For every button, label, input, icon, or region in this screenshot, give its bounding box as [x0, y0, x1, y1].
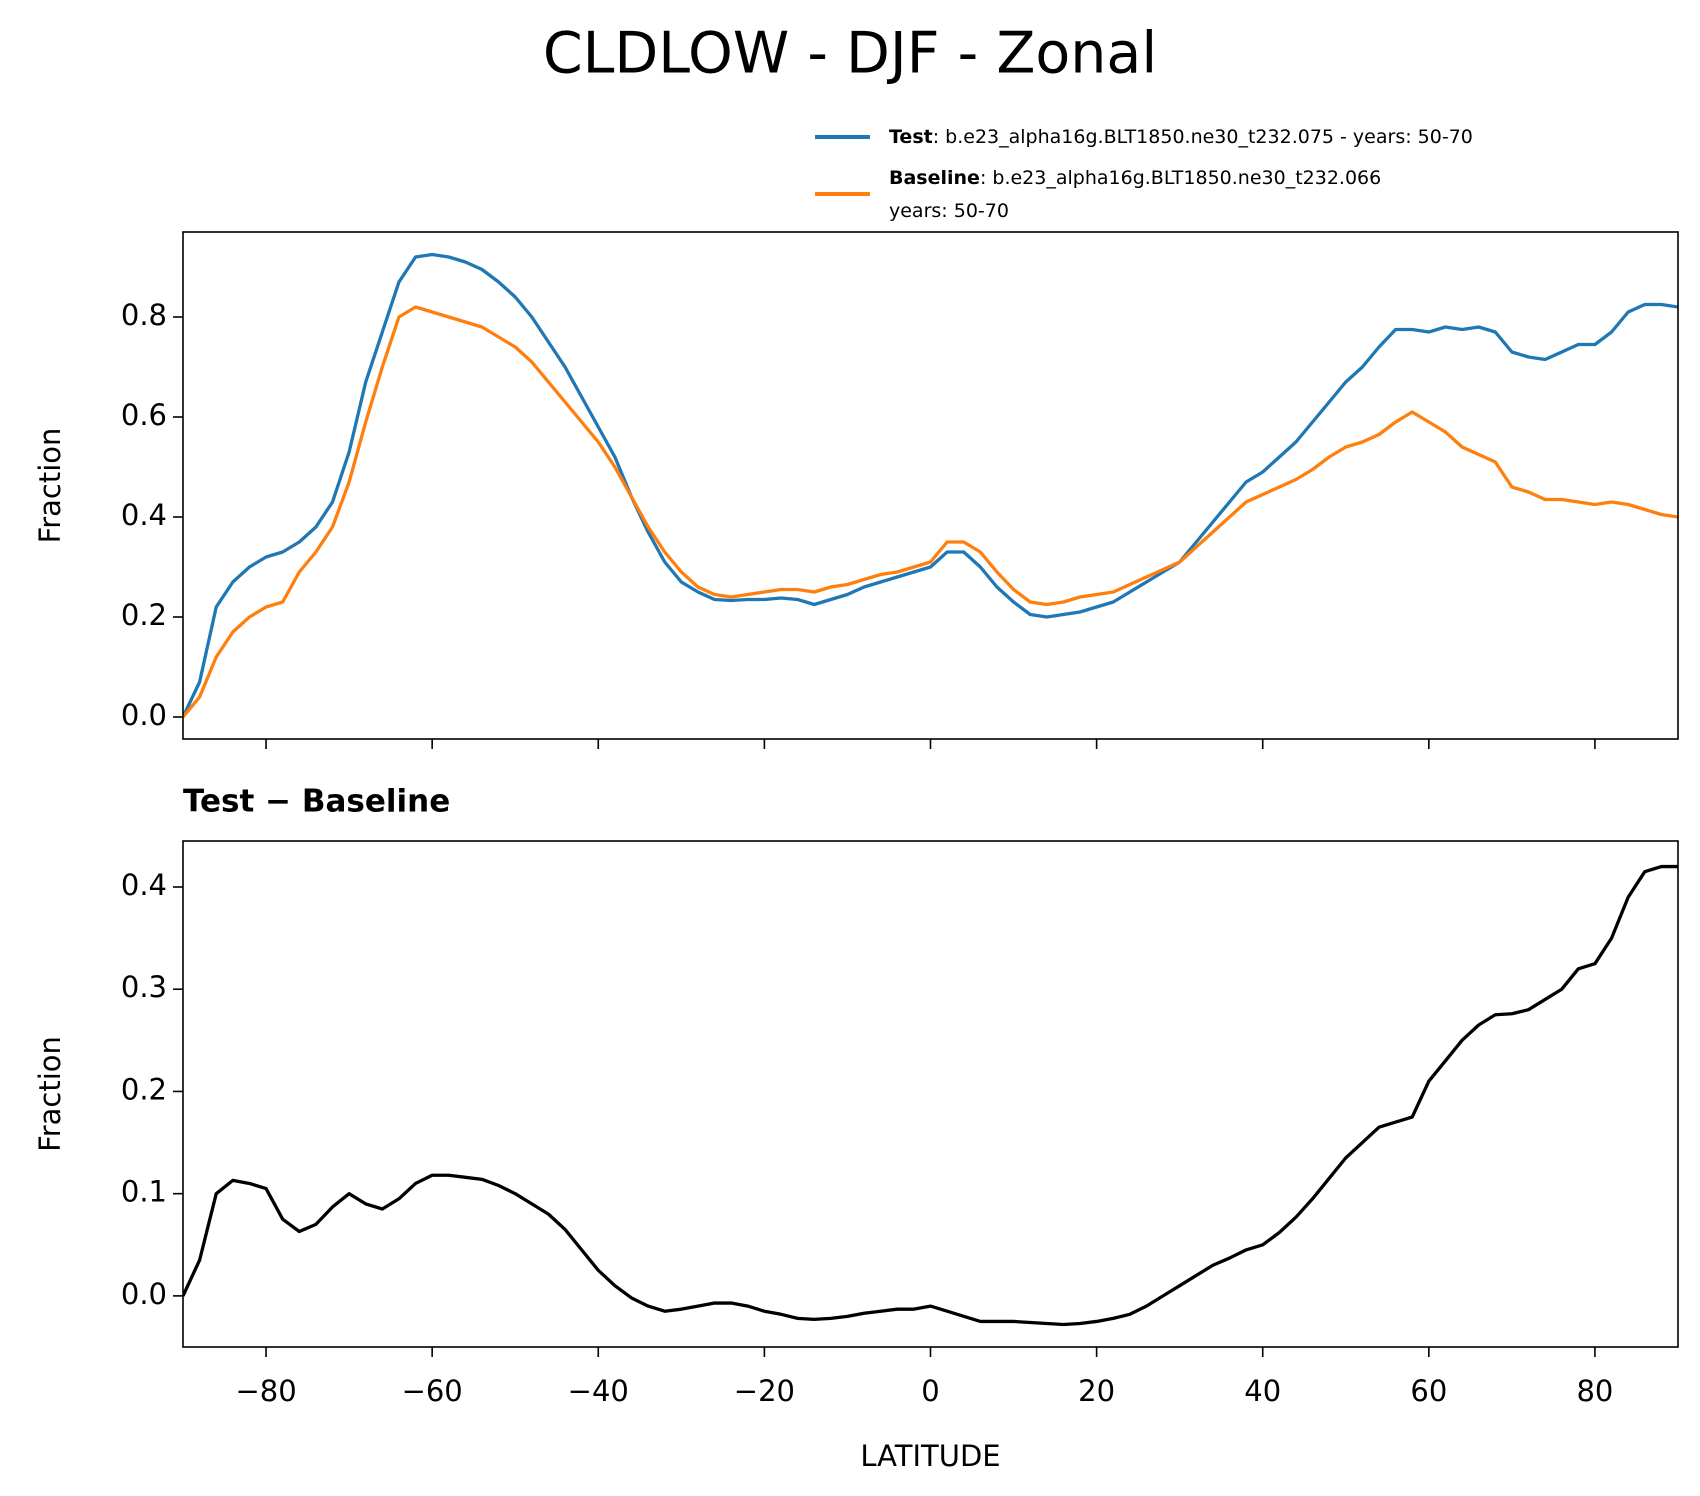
y-tick-label: 0.0 [121, 698, 167, 732]
y-tick-label: 0.2 [121, 1072, 167, 1106]
x-tick-label: 0 [921, 1374, 939, 1408]
y-axis-label: Fraction [33, 1036, 67, 1152]
x-axis-label: LATITUDE [860, 1439, 1000, 1473]
legend-description: : b.e23_alpha16g.BLT1850.ne30_t232.075 -… [933, 126, 1473, 148]
x-tick-label: −60 [402, 1374, 463, 1408]
y-tick-label: 0.6 [121, 398, 167, 432]
axes-frame [182, 840, 1679, 1348]
figure-title: CLDLOW - DJF - Zonal [543, 21, 1157, 87]
x-tick-label: −80 [235, 1374, 296, 1408]
x-tick-label: −40 [568, 1374, 629, 1408]
y-tick-label: 0.4 [121, 498, 167, 532]
legend-name: Baseline [889, 167, 980, 189]
line-series [183, 252, 1678, 718]
line-series [183, 864, 1678, 1327]
x-tick-label: 20 [1078, 1374, 1115, 1408]
y-tick-label: 0.0 [121, 1277, 167, 1311]
y-axis-label: Fraction [33, 428, 67, 544]
y-tick-label: 0.2 [121, 598, 167, 632]
legend-label: Test: b.e23_alpha16g.BLT1850.ne30_t232.0… [889, 126, 1473, 148]
legend-label: Baseline: b.e23_alpha16g.BLT1850.ne30_t2… [889, 167, 1381, 222]
x-tick-label: 60 [1410, 1374, 1447, 1408]
x-tick-label: 40 [1244, 1374, 1281, 1408]
plot-area [183, 252, 1678, 719]
plot-area [183, 864, 1678, 1327]
y-tick-label: 0.1 [121, 1175, 167, 1209]
axes-frame [182, 231, 1679, 740]
y-tick-label: 0.4 [121, 868, 167, 902]
axes-title: Test − Baseline [183, 784, 450, 820]
legend-description: years: 50-70 [889, 200, 1009, 222]
line-series [183, 305, 1678, 719]
y-tick-label: 0.8 [121, 298, 167, 332]
legend-name: Test [889, 126, 933, 148]
x-tick-label: 80 [1576, 1374, 1613, 1408]
x-tick-label: −20 [734, 1374, 795, 1408]
legend-description: : b.e23_alpha16g.BLT1850.ne30_t232.066 [980, 167, 1381, 189]
y-tick-label: 0.3 [121, 970, 167, 1004]
